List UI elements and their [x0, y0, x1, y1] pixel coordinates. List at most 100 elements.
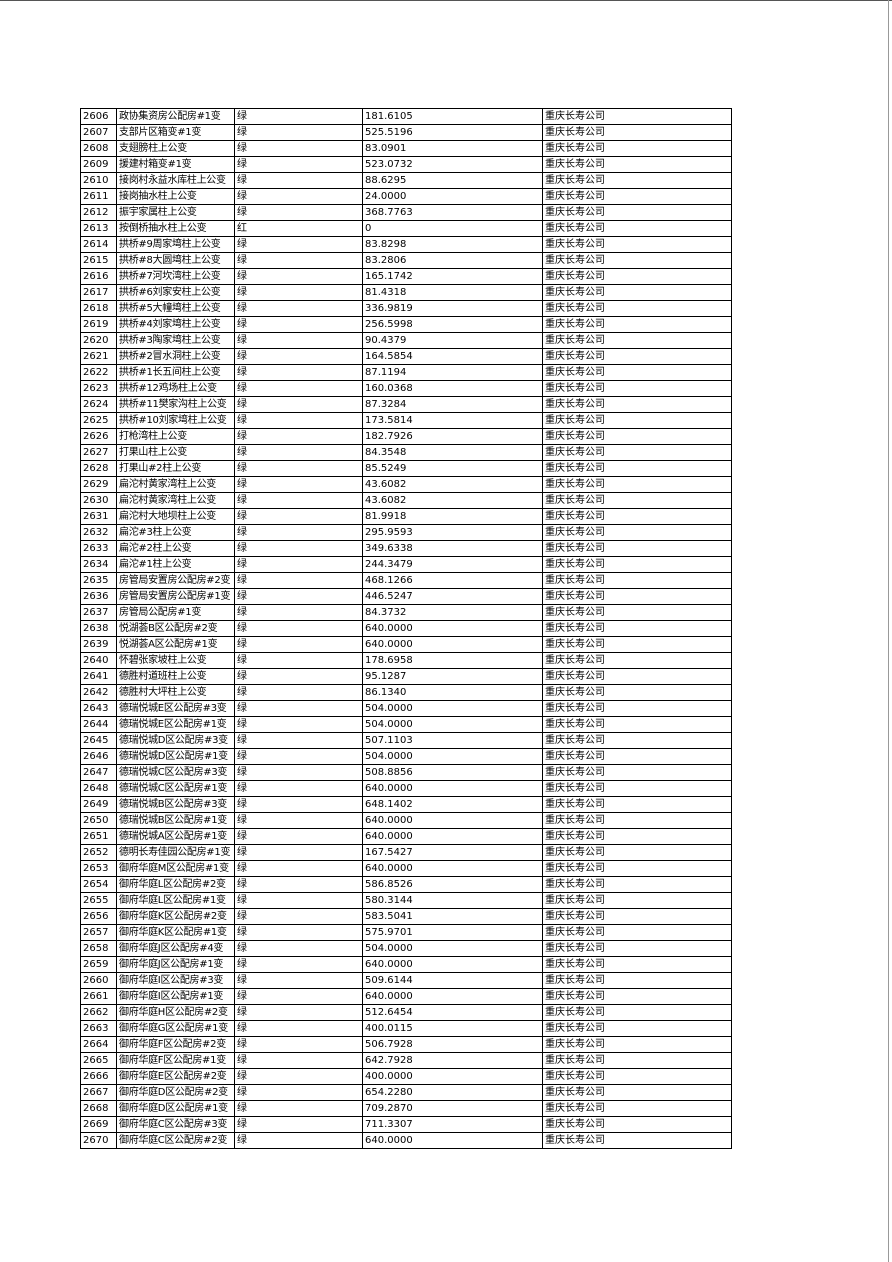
row-id-cell: 2637: [80, 604, 117, 621]
company-cell: 重庆长寿公司: [542, 1100, 732, 1117]
row-id-cell: 2609: [80, 156, 117, 173]
table-row: 2628 打果山#2柱上公变绿 85.5249 重庆长寿公司: [80, 460, 732, 477]
table-row: 2610 接岗村永益水库柱上公变绿 88.6295 重庆长寿公司: [80, 172, 732, 189]
row-id-cell: 2649: [80, 796, 117, 813]
table-row: 2614 拱桥#9周家塆柱上公变绿 83.8298 重庆长寿公司: [80, 236, 732, 253]
status-cell: 绿: [234, 956, 363, 973]
table-row: 2664 御府华庭F区公配房#2变绿 506.7928 重庆长寿公司: [80, 1036, 732, 1053]
transformer-name-cell: 房管局安置房公配房#1变: [116, 588, 235, 605]
table-row: 2620 拱桥#3陶家塆柱上公变绿 90.4379 重庆长寿公司: [80, 332, 732, 349]
status-cell: 绿: [234, 524, 363, 541]
value-cell: 165.1742: [362, 268, 543, 285]
transformer-name-cell: 御府华庭I区公配房#3变: [116, 972, 235, 989]
row-id-cell: 2634: [80, 556, 117, 573]
row-id-cell: 2650: [80, 812, 117, 829]
transformer-name-cell: 御府华庭K区公配房#2变: [116, 908, 235, 925]
row-id-cell: 2632: [80, 524, 117, 541]
table-row: 2647 德瑞悦城C区公配房#3变绿 508.8856 重庆长寿公司: [80, 764, 732, 781]
company-cell: 重庆长寿公司: [542, 540, 732, 557]
value-cell: 295.9593: [362, 524, 543, 541]
transformer-name-cell: 御府华庭E区公配房#2变: [116, 1068, 235, 1085]
row-id-cell: 2611: [80, 188, 117, 205]
status-cell: 绿: [234, 716, 363, 733]
value-cell: 648.1402: [362, 796, 543, 813]
status-cell: 绿: [234, 860, 363, 877]
company-cell: 重庆长寿公司: [542, 716, 732, 733]
table-row: 2648 德瑞悦城C区公配房#1变绿 640.0000 重庆长寿公司: [80, 780, 732, 797]
company-cell: 重庆长寿公司: [542, 684, 732, 701]
row-id-cell: 2607: [80, 124, 117, 141]
value-cell: 507.1103: [362, 732, 543, 749]
row-id-cell: 2610: [80, 172, 117, 189]
company-cell: 重庆长寿公司: [542, 508, 732, 525]
table-row: 2615 拱桥#8大圆塆柱上公变绿 83.2806 重庆长寿公司: [80, 252, 732, 269]
transformer-name-cell: 御府华庭D区公配房#1变: [116, 1100, 235, 1117]
value-cell: 400.0000: [362, 1068, 543, 1085]
row-id-cell: 2625: [80, 412, 117, 429]
table-row: 2622 拱桥#1长五间柱上公变绿 87.1194 重庆长寿公司: [80, 364, 732, 381]
row-id-cell: 2633: [80, 540, 117, 557]
table-row: 2611 接岗抽水柱上公变绿 24.0000 重庆长寿公司: [80, 188, 732, 205]
table-row: 2627 打果山柱上公变绿 84.3548 重庆长寿公司: [80, 444, 732, 461]
status-cell: 绿: [234, 908, 363, 925]
value-cell: 640.0000: [362, 1132, 543, 1149]
table-row: 2609 援建村箱变#1变绿 523.0732 重庆长寿公司: [80, 156, 732, 173]
status-cell: 绿: [234, 876, 363, 893]
company-cell: 重庆长寿公司: [542, 524, 732, 541]
row-id-cell: 2636: [80, 588, 117, 605]
transformer-name-cell: 德胜村大坪柱上公变: [116, 684, 235, 701]
company-cell: 重庆长寿公司: [542, 300, 732, 317]
status-cell: 绿: [234, 972, 363, 989]
table-row: 2654 御府华庭L区公配房#2变绿 586.8526 重庆长寿公司: [80, 876, 732, 893]
row-id-cell: 2614: [80, 236, 117, 253]
table-row: 2642 德胜村大坪柱上公变绿 86.1340 重庆长寿公司: [80, 684, 732, 701]
row-id-cell: 2670: [80, 1132, 117, 1149]
company-cell: 重庆长寿公司: [542, 460, 732, 477]
status-cell: 绿: [234, 236, 363, 253]
row-id-cell: 2639: [80, 636, 117, 653]
row-id-cell: 2606: [80, 108, 117, 125]
company-cell: 重庆长寿公司: [542, 252, 732, 269]
row-id-cell: 2616: [80, 268, 117, 285]
row-id-cell: 2646: [80, 748, 117, 765]
table-row: 2634 扁沱#1柱上公变绿 244.3479 重庆长寿公司: [80, 556, 732, 573]
transformer-name-cell: 德瑞悦城C区公配房#1变: [116, 780, 235, 797]
value-cell: 87.3284: [362, 396, 543, 413]
transformer-name-cell: 拱桥#3陶家塆柱上公变: [116, 332, 235, 349]
value-cell: 164.5854: [362, 348, 543, 365]
row-id-cell: 2652: [80, 844, 117, 861]
row-id-cell: 2648: [80, 780, 117, 797]
company-cell: 重庆长寿公司: [542, 1004, 732, 1021]
transformer-name-cell: 扁沱村黄家湾柱上公变: [116, 492, 235, 509]
company-cell: 重庆长寿公司: [542, 780, 732, 797]
company-cell: 重庆长寿公司: [542, 940, 732, 957]
status-cell: 绿: [234, 172, 363, 189]
status-cell: 绿: [234, 156, 363, 173]
value-cell: 178.6958: [362, 652, 543, 669]
company-cell: 重庆长寿公司: [542, 732, 732, 749]
transformer-name-cell: 御府华庭C区公配房#2变: [116, 1132, 235, 1149]
value-cell: 580.3144: [362, 892, 543, 909]
status-cell: 绿: [234, 780, 363, 797]
transformer-name-cell: 支部片区箱变#1变: [116, 124, 235, 141]
status-cell: 绿: [234, 492, 363, 509]
company-cell: 重庆长寿公司: [542, 316, 732, 333]
table-row: 2637 房管局公配房#1变绿 84.3732 重庆长寿公司: [80, 604, 732, 621]
transformer-name-cell: 德瑞悦城D区公配房#1变: [116, 748, 235, 765]
row-id-cell: 2641: [80, 668, 117, 685]
transformer-name-cell: 拱桥#7河坎湾柱上公变: [116, 268, 235, 285]
row-id-cell: 2665: [80, 1052, 117, 1069]
row-id-cell: 2656: [80, 908, 117, 925]
transformer-name-cell: 御府华庭M区公配房#1变: [116, 860, 235, 877]
status-cell: 绿: [234, 588, 363, 605]
page-top-border: [0, 0, 892, 1]
transformer-name-cell: 拱桥#1长五间柱上公变: [116, 364, 235, 381]
table-row: 2612 振宇家属柱上公变绿 368.7763 重庆长寿公司: [80, 204, 732, 221]
table-row: 2650 德瑞悦城B区公配房#1变绿 640.0000 重庆长寿公司: [80, 812, 732, 829]
table-row: 2656 御府华庭K区公配房#2变绿 583.5041 重庆长寿公司: [80, 908, 732, 925]
transformer-name-cell: 扁沱#3柱上公变: [116, 524, 235, 541]
company-cell: 重庆长寿公司: [542, 396, 732, 413]
transformer-name-cell: 悦湖荟B区公配房#2变: [116, 620, 235, 637]
table-row: 2657 御府华庭K区公配房#1变绿 575.9701 重庆长寿公司: [80, 924, 732, 941]
value-cell: 368.7763: [362, 204, 543, 221]
